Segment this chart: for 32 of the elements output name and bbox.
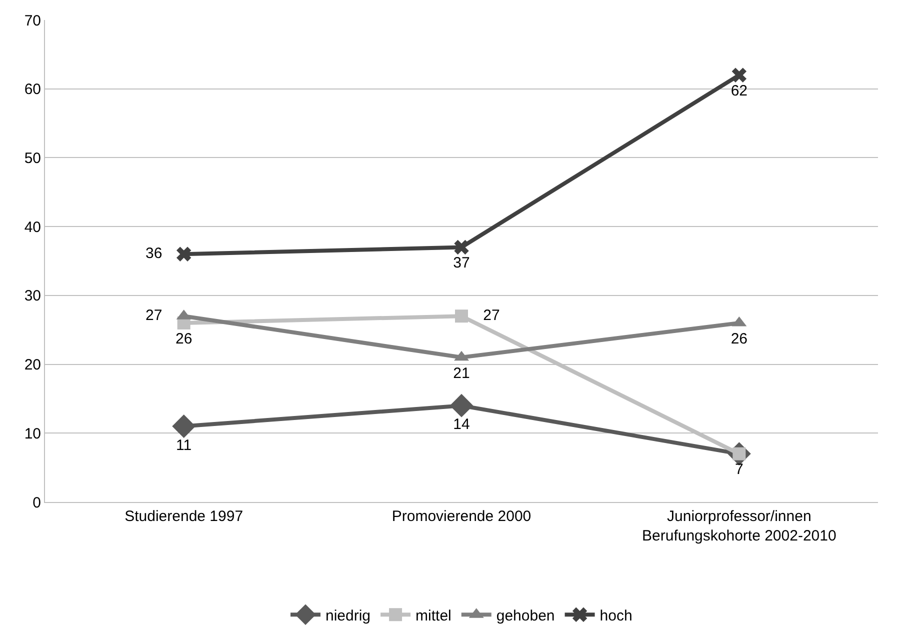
point	[176, 246, 192, 262]
data-label: 7	[735, 461, 744, 478]
legend-label: mittel	[416, 608, 452, 624]
y-tick-label: 30	[24, 288, 41, 305]
point	[732, 68, 747, 82]
data-label: 27	[470, 306, 512, 324]
data-label: 26	[175, 330, 192, 348]
data-label: 37	[453, 254, 470, 272]
data-label: 14	[453, 416, 470, 434]
point	[450, 394, 474, 418]
point	[172, 414, 196, 438]
x-tick-label: Juniorprofessor/innen Berufungskohorte 2002-2010	[642, 508, 836, 544]
data-label: 26	[730, 330, 748, 348]
legend-label: niedrig	[326, 608, 371, 624]
y-tick-label: 50	[24, 150, 41, 167]
y-tick-label: 40	[24, 218, 41, 236]
x-tick-label: Studierende 1997	[124, 508, 244, 525]
legend-label: gehoben	[496, 608, 555, 624]
x-tick-label: Promovierende 2000	[392, 508, 532, 525]
y-tick-label: 10	[24, 425, 41, 442]
y-tick-label: 20	[24, 356, 41, 374]
data-label: 11	[176, 436, 192, 454]
y-tick-label: 60	[24, 81, 41, 98]
y-tick-label: 0	[32, 494, 41, 512]
point	[455, 310, 468, 323]
y-tick-label: 70	[24, 12, 41, 30]
data-label: 27	[133, 306, 175, 324]
data-label: 62	[730, 82, 748, 100]
data-label: 36	[133, 244, 175, 262]
data-label: 21	[453, 364, 470, 382]
legend-label: hoch	[600, 608, 632, 624]
point	[454, 240, 469, 255]
